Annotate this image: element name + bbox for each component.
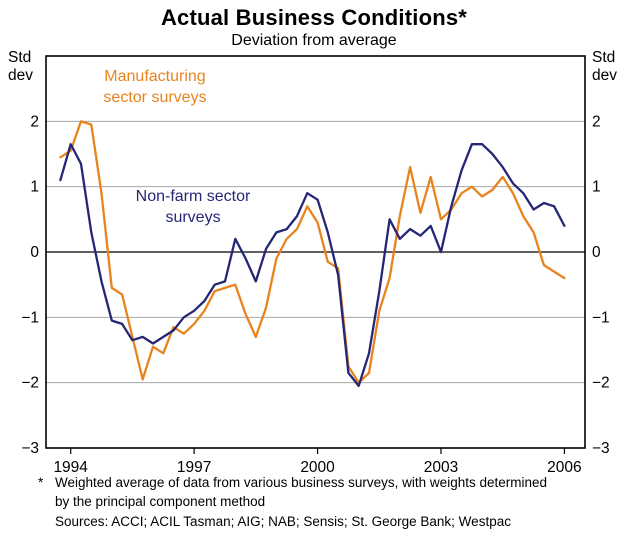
- svg-text:2003: 2003: [424, 459, 458, 476]
- series-line-nonfarm: [59, 143, 566, 388]
- svg-text:1: 1: [592, 179, 601, 196]
- svg-text:2006: 2006: [547, 459, 581, 476]
- svg-text:−1: −1: [592, 309, 610, 326]
- footnote-marker: *: [38, 475, 44, 490]
- svg-text:2000: 2000: [300, 459, 335, 476]
- series-label-manufacturing: Manufacturing sector surveys: [103, 67, 207, 106]
- svg-text:0: 0: [592, 244, 601, 261]
- axis-ticks: [70, 448, 566, 454]
- svg-text:2: 2: [592, 113, 601, 130]
- plot-frame: [45, 55, 586, 449]
- svg-text:1994: 1994: [53, 459, 88, 476]
- chart-subtitle: Deviation from average: [231, 32, 397, 49]
- svg-text:2: 2: [30, 113, 39, 130]
- series-line-manufacturing: [59, 120, 566, 384]
- chart-title: Actual Business Conditions*: [160, 5, 468, 30]
- sources-line: Sources: ACCI; ACIL Tasman; AIG; NAB; Se…: [55, 513, 511, 529]
- y-axis-unit-right: Std dev: [592, 49, 617, 84]
- svg-text:−3: −3: [592, 440, 610, 457]
- svg-text:−2: −2: [21, 375, 39, 392]
- svg-text:−2: −2: [592, 375, 610, 392]
- svg-text:−1: −1: [21, 309, 39, 326]
- series-lines: [59, 120, 566, 388]
- svg-text:0: 0: [30, 244, 39, 261]
- footnote: * Weighted average of data from various …: [38, 474, 598, 532]
- gridlines: [46, 120, 585, 384]
- footnote-text: Weighted average of data from various bu…: [55, 475, 547, 509]
- svg-text:1997: 1997: [177, 459, 211, 476]
- axis-tick-labels: −3 −3 −2 −2 −1 −1 0 0 1 1 2 2 1994 1997 2000 2003 2006: [21, 113, 609, 476]
- y-axis-unit-left: Std dev: [8, 49, 33, 84]
- svg-text:1: 1: [30, 179, 39, 196]
- footnote-row: * Weighted average of data from various …: [38, 474, 598, 512]
- svg-text:−3: −3: [21, 440, 39, 457]
- series-label-nonfarm: Non-farm sector surveys: [135, 187, 251, 226]
